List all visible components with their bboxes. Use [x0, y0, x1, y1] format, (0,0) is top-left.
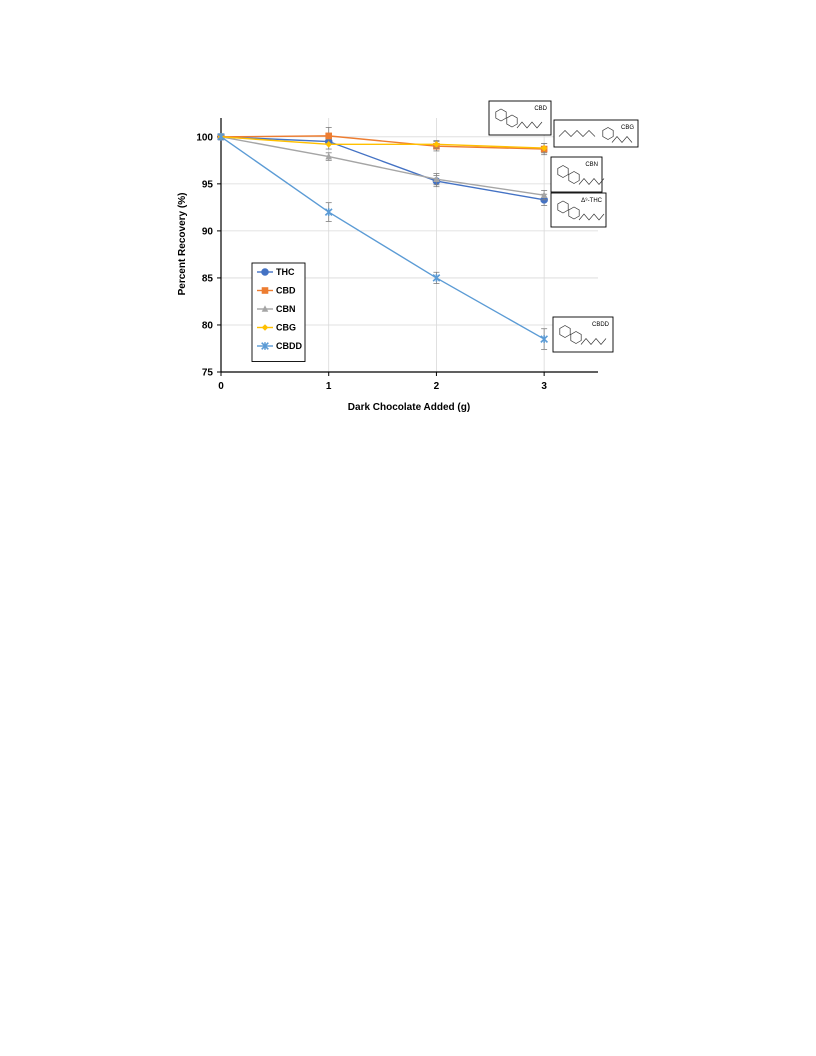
series-line-cbdd	[220, 136, 545, 340]
series-cbdd	[217, 132, 549, 350]
legend-item-cbg: CBG	[257, 323, 296, 333]
structure-frame	[488, 100, 552, 136]
point-cbn	[433, 175, 440, 182]
molecule-bond	[578, 177, 605, 186]
y-tick-label: 85	[202, 273, 214, 284]
molecule-ring	[557, 200, 569, 214]
structure-label: CBN	[585, 162, 598, 168]
point-cbdd	[324, 208, 333, 216]
series-line-cbn	[220, 136, 545, 196]
structure-box-thc: Δ⁹-THC	[550, 192, 607, 228]
legend-item-thc: THC	[257, 267, 295, 277]
legend-item-cbdd: CBDD	[257, 341, 302, 351]
structure-frame	[552, 316, 614, 353]
legend-swatch-marker	[261, 287, 269, 294]
molecule-bond	[558, 130, 596, 137]
point-cbd	[325, 132, 333, 140]
x-tick-label: 3	[541, 381, 547, 392]
molecule-drawing	[559, 325, 607, 346]
molecule-bond	[580, 337, 607, 346]
structure-box-cbg: CBG	[553, 119, 639, 148]
structure-box-cbdd: CBDD	[552, 316, 614, 353]
molecule-bond	[578, 213, 605, 221]
molecule-bond	[611, 135, 633, 144]
point-cbg	[433, 141, 440, 148]
molecule-ring	[568, 206, 580, 220]
structure-box-cbn: CBN	[550, 156, 605, 193]
molecule-drawing	[495, 108, 543, 129]
legend-item-cbn: CBN	[257, 304, 296, 314]
y-tick-label: 90	[202, 226, 214, 237]
molecule-ring	[559, 325, 571, 338]
axes	[217, 118, 598, 376]
legend-item-cbd: CBD	[257, 286, 296, 296]
y-tick-label: 80	[202, 320, 214, 331]
x-tick-label: 2	[434, 381, 440, 392]
point-cbdd	[432, 274, 441, 282]
structure-label: CBD	[534, 106, 547, 112]
point-cbdd	[540, 335, 549, 343]
point-cbdd	[217, 132, 225, 141]
legend-label: CBDD	[276, 341, 302, 351]
legend-swatch-marker	[261, 305, 269, 312]
legend-label: THC	[276, 267, 295, 277]
molecule-drawing	[558, 127, 633, 144]
series-line-cbg	[220, 136, 545, 149]
molecule-drawing	[557, 200, 605, 221]
molecule-ring	[602, 127, 614, 140]
structure-label: CBG	[621, 125, 634, 131]
point-cbg	[540, 144, 548, 152]
x-tick-label: 1	[326, 381, 332, 392]
legend-swatch-marker	[261, 342, 269, 350]
legend-label: CBD	[276, 286, 296, 296]
point-cbn	[540, 191, 548, 198]
x-tick-label: 0	[218, 381, 224, 392]
molecule-ring	[557, 165, 569, 178]
structure-frame	[550, 156, 603, 193]
y-tick-label: 100	[196, 132, 213, 143]
legend-swatch-marker	[261, 324, 269, 331]
legend-label: CBN	[276, 304, 296, 314]
point-cbg	[325, 141, 333, 148]
series-group	[217, 127, 549, 350]
structure-label: Δ⁹-THC	[581, 197, 603, 204]
molecule-ring	[495, 108, 507, 122]
x-axis-title: Dark Chocolate Added (g)	[348, 402, 470, 413]
structure-label: CBDD	[592, 322, 610, 328]
series-line-thc	[220, 136, 545, 201]
point-cbn	[325, 152, 333, 160]
y-tick-label: 75	[202, 368, 214, 379]
molecule-ring	[506, 114, 518, 128]
legend-box	[251, 262, 306, 362]
molecule-bond	[516, 121, 543, 129]
y-axis-title: Percent Recovery (%)	[177, 193, 188, 296]
series-cbn	[217, 133, 548, 201]
molecule-drawing	[557, 165, 605, 186]
tick-labels: 75 80 85 90 95 100 0 1 2 3	[196, 132, 547, 392]
legend-swatch-marker	[261, 268, 269, 276]
series-line-cbd	[220, 135, 545, 150]
structure-box-cbd: CBD	[488, 100, 552, 136]
molecule-ring	[568, 171, 580, 184]
y-tick-label: 95	[202, 179, 214, 190]
legend-label: CBG	[276, 323, 296, 333]
structure-annotations: CBD CBG CBN Δ⁹-THC CBDD	[488, 100, 639, 353]
legend: THC CBD CBN CBG CBDD	[251, 262, 306, 362]
molecule-ring	[570, 331, 582, 344]
